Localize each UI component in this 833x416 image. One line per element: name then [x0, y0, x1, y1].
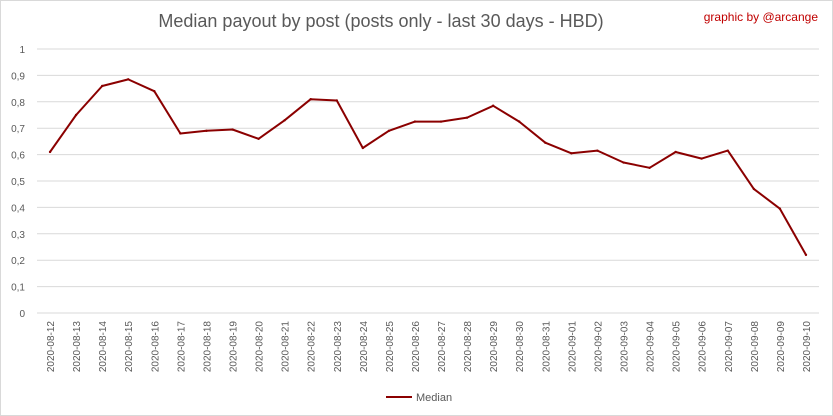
chart-title: Median payout by post (posts only - last… [158, 11, 604, 31]
x-tick-label: 2020-09-09 [776, 321, 787, 373]
data-point [544, 141, 547, 144]
data-point [648, 166, 651, 169]
y-tick-label: 0,8 [11, 98, 25, 109]
data-point [518, 120, 521, 123]
data-point [179, 132, 182, 135]
data-point [778, 207, 782, 210]
data-point [674, 150, 677, 154]
data-point [387, 129, 391, 133]
data-point [127, 78, 130, 81]
x-tick-label: 2020-08-26 [411, 321, 422, 373]
data-point [335, 99, 338, 102]
data-point [309, 97, 312, 101]
data-point [361, 146, 365, 150]
data-point [283, 119, 286, 122]
x-tick-label: 2020-08-29 [489, 321, 500, 373]
data-point [700, 157, 703, 160]
data-point [726, 149, 729, 152]
x-tick-label: 2020-08-21 [281, 321, 292, 373]
y-tick-label: 0 [19, 309, 25, 320]
data-point [74, 113, 78, 117]
x-tick-label: 2020-08-15 [124, 321, 135, 373]
data-point [465, 116, 469, 119]
data-point [205, 129, 208, 133]
legend-label: Median [416, 392, 452, 404]
data-point [257, 137, 260, 140]
x-tick-label: 2020-08-18 [202, 321, 213, 373]
data-point [804, 253, 808, 257]
data-point [570, 152, 573, 155]
y-tick-label: 1 [19, 45, 25, 56]
data-point [622, 161, 625, 164]
x-tick-label: 2020-09-01 [567, 321, 578, 373]
x-tick-label: 2020-09-05 [672, 321, 683, 373]
x-tick-label: 2020-08-30 [515, 321, 526, 373]
x-tick-label: 2020-08-31 [541, 321, 552, 373]
y-tick-label: 0,4 [11, 203, 25, 214]
x-tick-label: 2020-08-27 [437, 321, 448, 373]
y-tick-label: 0,5 [11, 177, 25, 188]
x-tick-label: 2020-09-04 [646, 321, 657, 373]
x-tick-label: 2020-08-22 [307, 321, 318, 373]
x-tick-label: 2020-08-20 [255, 321, 266, 373]
data-point [100, 84, 104, 88]
y-tick-label: 0,2 [11, 256, 25, 267]
x-tick-label: 2020-08-14 [98, 321, 109, 373]
data-point [231, 128, 234, 131]
data-point [752, 187, 756, 191]
x-tick-label: 2020-09-06 [698, 321, 709, 373]
y-tick-label: 0,9 [11, 71, 25, 82]
data-point [153, 90, 156, 93]
data-point [491, 104, 495, 107]
y-tick-label: 0,6 [11, 151, 25, 162]
x-tick-label: 2020-08-13 [72, 321, 83, 373]
x-tick-label: 2020-09-10 [802, 321, 813, 373]
x-tick-label: 2020-09-02 [593, 321, 604, 373]
data-point [596, 149, 599, 152]
x-tick-label: 2020-09-07 [724, 321, 735, 373]
x-tick-label: 2020-08-17 [176, 321, 187, 373]
chart-credit: graphic by @arcange [703, 10, 818, 24]
x-tick-label: 2020-08-24 [359, 321, 370, 373]
x-tick-label: 2020-08-23 [333, 321, 344, 373]
x-tick-label: 2020-08-16 [150, 321, 161, 373]
x-tick-label: 2020-09-08 [750, 321, 761, 373]
x-tick-label: 2020-09-03 [620, 321, 631, 373]
data-point [439, 120, 443, 123]
y-tick-label: 0,1 [11, 283, 25, 294]
y-tick-label: 0,7 [11, 124, 25, 135]
y-tick-label: 0,3 [11, 230, 25, 241]
series-line-median [49, 78, 807, 256]
x-tick-label: 2020-08-25 [385, 321, 396, 373]
x-tick-label: 2020-08-12 [46, 321, 57, 373]
x-tick-label: 2020-08-19 [229, 321, 240, 373]
data-point [48, 150, 52, 154]
data-point [413, 120, 417, 123]
x-tick-label: 2020-08-28 [463, 321, 474, 373]
